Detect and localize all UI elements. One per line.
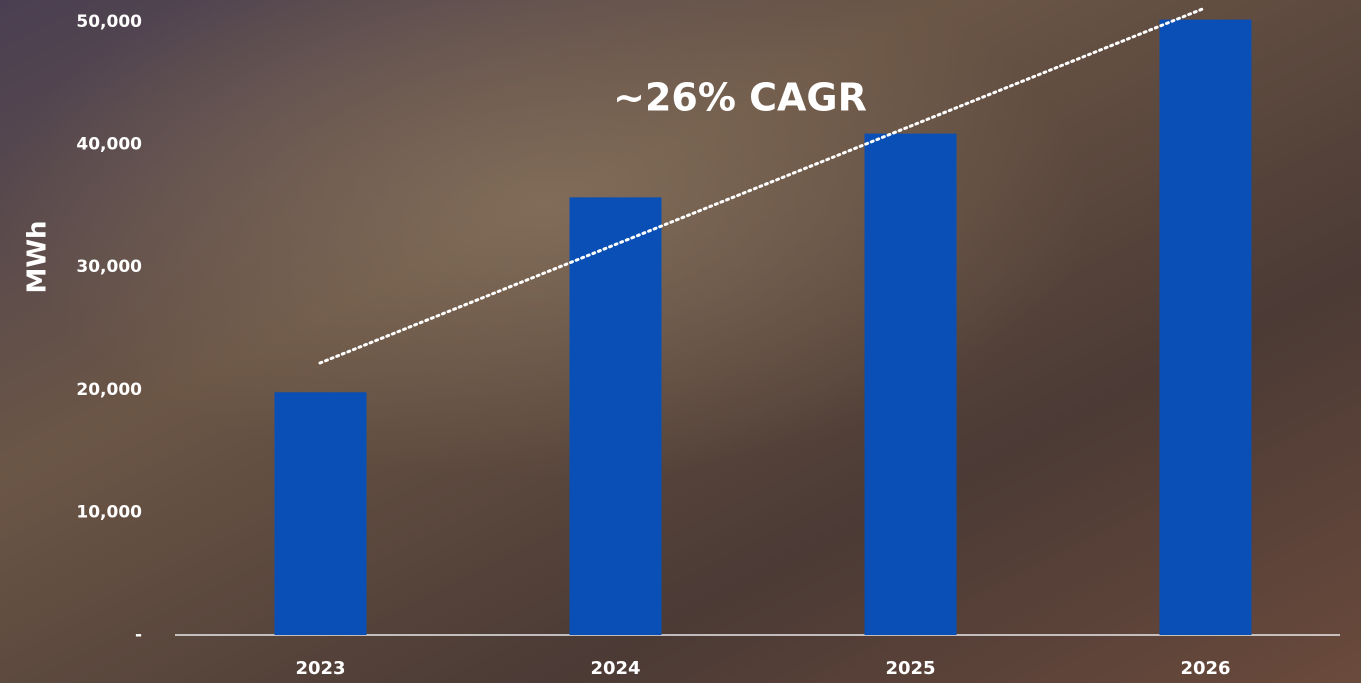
y-tick-label: 50,000 <box>76 12 142 32</box>
x-tick-label: 2023 <box>295 658 345 679</box>
y-tick-label: 20,000 <box>76 380 142 400</box>
y-axis-label: MWh <box>23 220 53 293</box>
x-tick-label: 2025 <box>885 658 935 679</box>
y-tick-label: 10,000 <box>76 502 142 522</box>
bar <box>275 392 367 635</box>
y-tick-label: 40,000 <box>76 135 142 155</box>
annotation: ~26% CAGR <box>613 76 867 120</box>
bar <box>1160 20 1252 635</box>
bar <box>865 134 957 635</box>
y-tick-label: 30,000 <box>76 257 142 277</box>
y-tick-label: - <box>135 625 142 645</box>
bar <box>570 197 662 635</box>
x-tick-label: 2024 <box>590 658 640 679</box>
x-tick-label: 2026 <box>1180 658 1230 679</box>
chart: MWh - 10,000 20,000 30,000 40,000 50,000 2023 2… <box>0 0 1361 683</box>
page: {"chart_data": {"type": "bar", "y_axis_l… <box>0 0 1361 683</box>
